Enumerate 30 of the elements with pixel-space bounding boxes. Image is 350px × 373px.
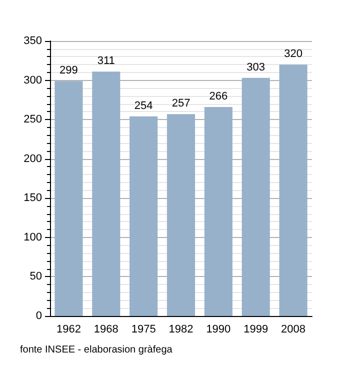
x-tick-label: 1999 [244,324,268,336]
y-tick-label: 350 [24,35,42,47]
data-label: 320 [284,48,302,60]
x-tick-label: 1975 [131,324,156,336]
source-note: fonte INSEE - elaborasion gràfega [20,344,173,356]
bar [130,116,158,316]
y-tick-label: 250 [24,114,42,126]
data-label: 303 [246,61,266,74]
bar [204,107,232,316]
x-tick-label: 1962 [56,324,81,336]
y-tick-label: 150 [24,192,42,204]
y-tick-label: 50 [30,270,42,283]
x-tick-label: 2008 [281,324,306,336]
x-tick-label: 1968 [94,324,118,336]
y-tick-label: 200 [24,152,42,165]
data-label: 266 [209,90,228,102]
bar [279,64,308,316]
bar [92,72,120,316]
bar [54,81,83,316]
bar [242,78,270,316]
y-tick-label: 0 [36,310,42,322]
data-label: 254 [134,100,153,112]
data-label: 299 [60,64,78,77]
y-tick-label: 100 [24,231,42,244]
data-label: 257 [172,98,190,110]
x-tick-label: 1982 [168,324,194,336]
bar [166,114,196,316]
x-tick-label: 1990 [206,324,231,336]
data-label: 311 [97,55,115,68]
y-tick-label: 300 [24,74,42,86]
